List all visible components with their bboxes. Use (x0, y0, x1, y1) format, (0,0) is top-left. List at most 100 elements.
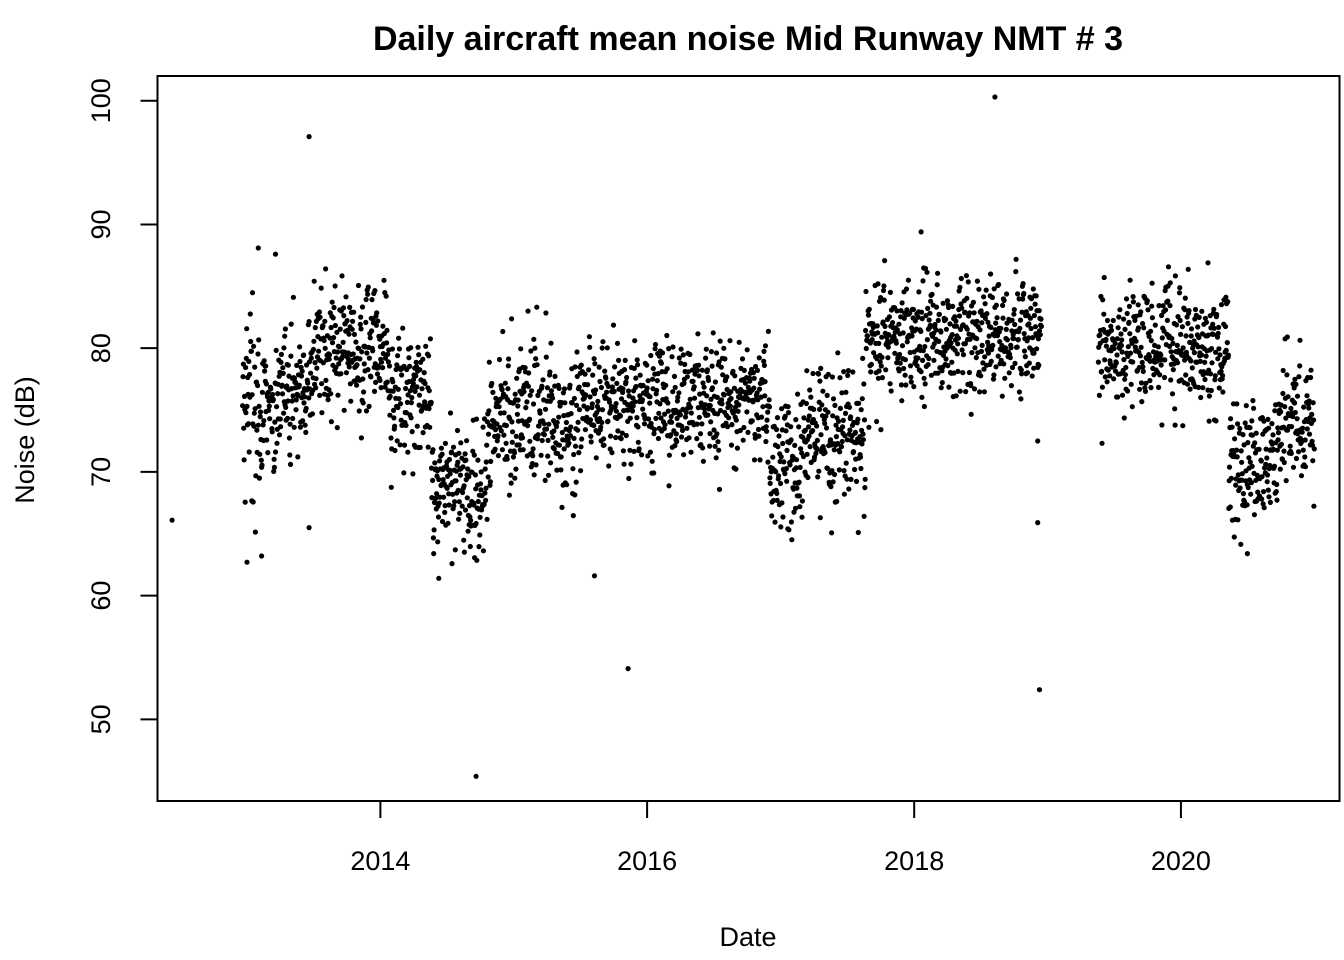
data-point (599, 419, 605, 426)
data-point (521, 389, 527, 395)
data-point (513, 433, 519, 439)
data-point (927, 310, 933, 316)
data-point (676, 355, 682, 361)
data-point (1167, 303, 1173, 309)
data-point (1302, 454, 1308, 460)
data-point (339, 273, 345, 279)
data-point (588, 433, 594, 439)
data-point (1281, 459, 1287, 466)
data-point (255, 351, 261, 357)
data-point (890, 320, 896, 326)
data-point (287, 421, 293, 427)
data-point (538, 452, 544, 458)
data-point (542, 406, 549, 412)
data-point (530, 453, 536, 459)
data-point (513, 466, 519, 472)
data-point (740, 437, 746, 443)
data-point (823, 413, 829, 419)
data-point (350, 318, 356, 324)
data-point (1278, 409, 1284, 415)
data-point (626, 475, 632, 482)
data-point (1148, 328, 1154, 334)
data-point (691, 384, 697, 390)
data-point (255, 245, 261, 251)
data-point (483, 459, 489, 465)
data-point (360, 400, 366, 406)
data-point (903, 382, 909, 388)
data-point (745, 429, 751, 435)
data-point (1260, 489, 1267, 495)
data-point (543, 354, 549, 360)
data-point (1203, 319, 1210, 325)
data-point (654, 378, 660, 384)
data-point (408, 345, 414, 351)
data-point (868, 369, 874, 375)
data-point (718, 364, 724, 370)
data-point (409, 395, 415, 401)
data-point (671, 373, 678, 379)
data-point (498, 428, 504, 434)
data-point (761, 362, 768, 368)
data-point (921, 375, 927, 381)
data-point (285, 362, 291, 368)
data-point (918, 328, 924, 334)
data-point (1289, 424, 1295, 430)
data-point (420, 356, 426, 362)
data-point (1170, 367, 1176, 373)
data-point (553, 424, 560, 430)
data-point (1292, 400, 1298, 406)
data-point (864, 333, 871, 339)
data-point (382, 384, 388, 390)
data-point (487, 479, 493, 485)
data-point (1122, 376, 1128, 382)
data-point (544, 385, 551, 391)
data-point (1155, 344, 1161, 350)
data-point (1135, 302, 1141, 308)
data-point (417, 367, 423, 373)
x-tick-label: 2014 (350, 846, 410, 876)
data-point (631, 448, 637, 454)
data-point (885, 355, 891, 361)
data-point (876, 368, 882, 374)
data-point (605, 383, 612, 389)
data-point (431, 551, 437, 557)
data-point (799, 514, 805, 520)
data-point (1149, 315, 1155, 321)
data-point (375, 318, 381, 324)
data-point (946, 384, 952, 390)
data-point (850, 369, 856, 375)
data-point (293, 397, 299, 403)
data-point (576, 384, 582, 390)
data-point (782, 471, 788, 477)
data-point (561, 386, 568, 392)
data-point (593, 455, 599, 461)
data-point (291, 375, 298, 381)
data-point (779, 500, 785, 506)
data-point (545, 453, 551, 459)
data-point (1144, 298, 1150, 304)
data-point (314, 365, 320, 371)
data-point (346, 331, 352, 337)
data-point (645, 378, 651, 384)
data-point (256, 337, 262, 343)
data-point (460, 464, 466, 470)
data-point (952, 314, 958, 320)
data-point (610, 322, 617, 328)
data-point (413, 359, 419, 365)
data-point (744, 347, 750, 353)
data-point (830, 413, 836, 419)
data-point (384, 340, 390, 346)
data-point (373, 322, 379, 328)
data-point (1301, 404, 1307, 410)
data-point (767, 475, 773, 481)
data-point (1213, 418, 1219, 424)
data-point (1287, 443, 1293, 449)
data-point (1280, 367, 1286, 374)
data-point (512, 475, 518, 481)
data-point (1031, 312, 1037, 319)
data-point (618, 436, 624, 442)
data-point (385, 351, 391, 357)
data-point (933, 304, 940, 310)
data-point (484, 516, 490, 522)
